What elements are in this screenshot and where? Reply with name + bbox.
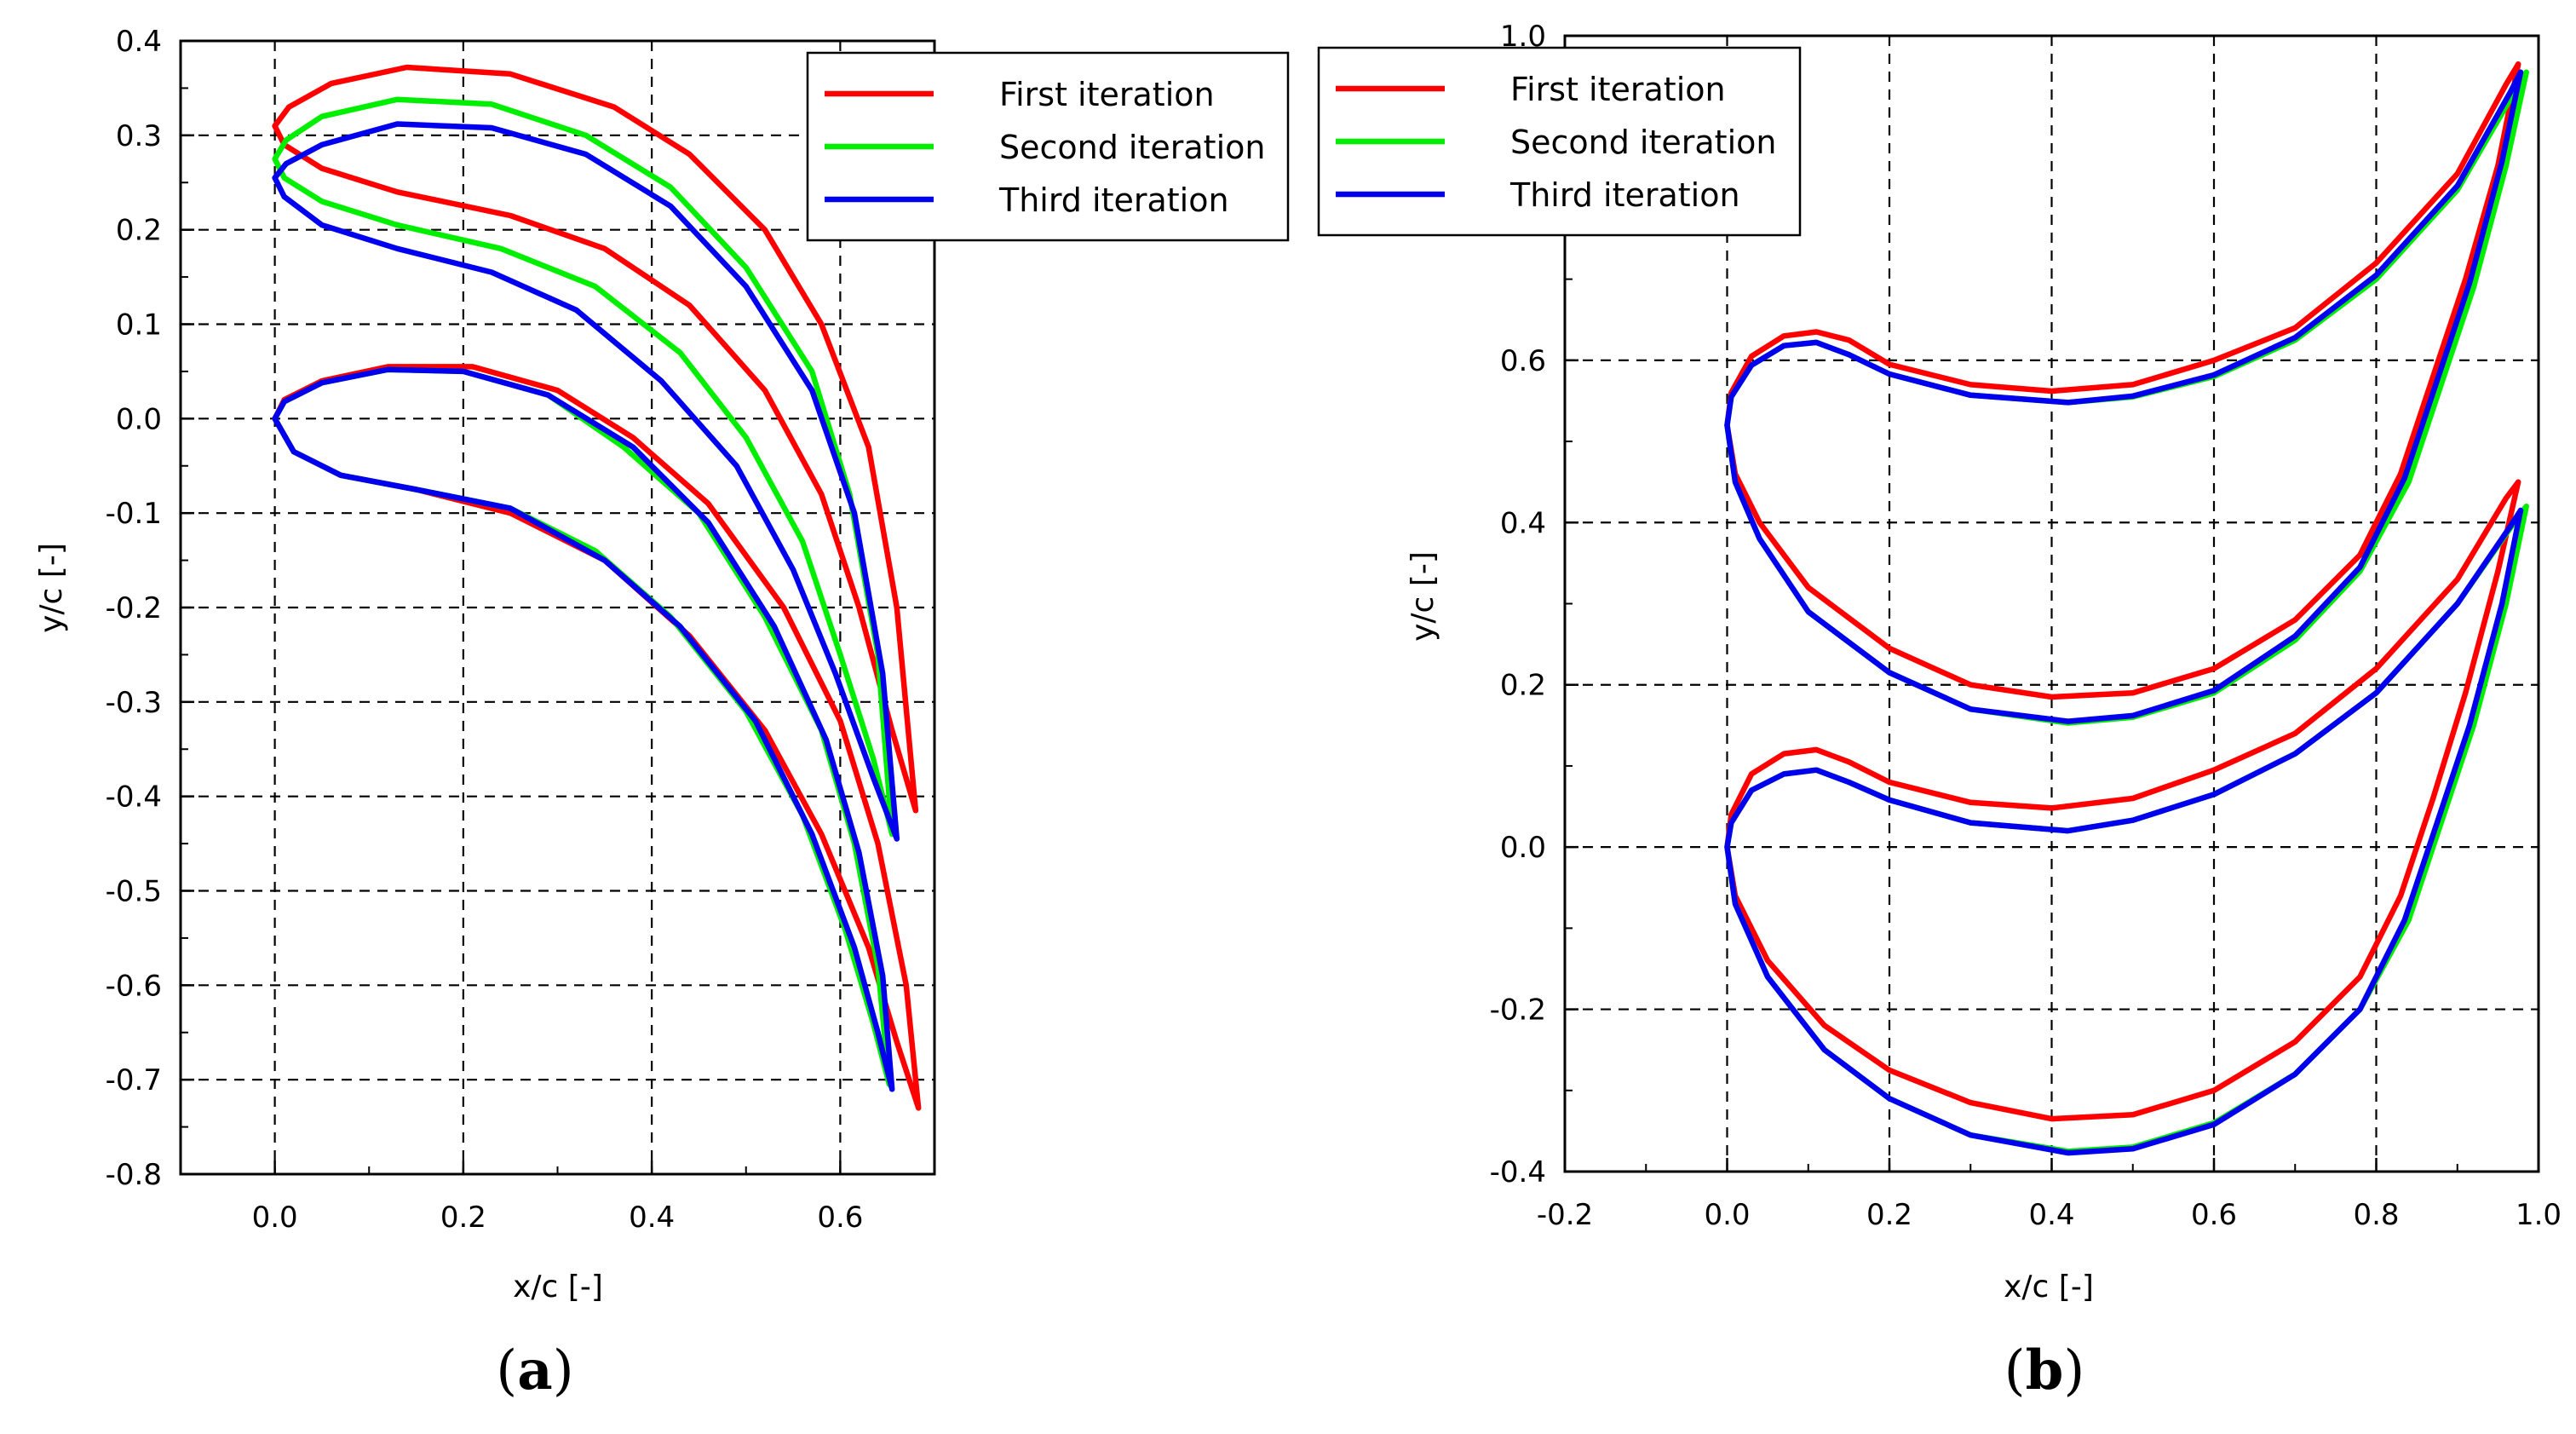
x-tick-label: -0.2	[1537, 1198, 1593, 1232]
y-tick-label: -0.6	[106, 969, 162, 1003]
x-tick-label: 0.2	[1866, 1198, 1912, 1232]
series-3-profile-1	[272, 121, 900, 842]
y-tick-label: -0.2	[1490, 993, 1546, 1028]
y-tick-label: -0.2	[106, 591, 162, 625]
y-tick-label: 0.2	[116, 214, 162, 248]
y-tick-label: 0.6	[1500, 344, 1546, 378]
caption-a: (a)	[496, 1339, 573, 1402]
x-tick-label: 0.4	[2028, 1198, 2074, 1232]
series-3-profile-1	[1724, 69, 2524, 724]
y-tick-label: 0.4	[116, 25, 162, 59]
legend-label: Second iteration	[1510, 124, 1776, 161]
x-tick-label: 0.0	[252, 1201, 298, 1235]
x-axis-title-b: x/c [-]	[2004, 1270, 2094, 1304]
legend-label: Third iteration	[998, 181, 1229, 219]
legend-label: First iteration	[999, 76, 1215, 113]
curves-a	[272, 64, 922, 1111]
y-tick-label: -0.8	[106, 1158, 162, 1192]
y-tick-label: -0.4	[1490, 1155, 1546, 1189]
legend-b: First iteration Second iteration Third ite…	[1317, 46, 1802, 237]
y-tick-label: 0.0	[1500, 831, 1546, 865]
chart-panel-a: 0.0 0.2 0.4 0.6 0.4 0.3 0.2 0.1 0.0 -0.1 -0.2 -0.3 -…	[34, 25, 1290, 1402]
y-tick-label: -0.5	[106, 875, 162, 909]
x-tick-label: 0.6	[817, 1201, 863, 1235]
chart-panel-b: -0.2 0.0 0.2 0.4 0.6 0.8 1.01.00.60.40.20.0-0.…	[1317, 20, 2562, 1402]
y-tick-label: 0.4	[1500, 506, 1546, 540]
legend-label: First iteration	[1510, 71, 1726, 108]
y-tick-label: -0.1	[106, 497, 162, 531]
series-3-profile-2	[272, 366, 895, 1092]
y-tick-label: -0.4	[106, 780, 162, 815]
ticks-a	[180, 39, 935, 1176]
curves-b	[1724, 61, 2529, 1156]
tick-labels-b: -0.2 0.0 0.2 0.4 0.6 0.8 1.01.00.60.40.20.0-0.…	[1490, 20, 2562, 1232]
x-tick-label: 0.6	[2191, 1198, 2237, 1232]
legend-label: Third iteration	[1509, 176, 1740, 214]
caption-b-letter: b	[2026, 1339, 2064, 1402]
y-axis-title-b: y/c [-]	[1406, 551, 1440, 642]
y-tick-label: -0.3	[106, 686, 162, 720]
x-tick-label: 1.0	[2516, 1198, 2562, 1232]
y-tick-label: 0.2	[1500, 669, 1546, 703]
x-tick-label: 0.8	[2353, 1198, 2399, 1232]
tick-labels-a: 0.0 0.2 0.4 0.6 0.4 0.3 0.2 0.1 0.0 -0.1 -0.2 -0.3 -…	[106, 25, 864, 1235]
legend-label: Second iteration	[999, 129, 1265, 166]
y-tick-label: 0.0	[116, 402, 162, 436]
x-tick-label: 0.0	[1704, 1198, 1750, 1232]
x-axis-title-a: x/c [-]	[513, 1270, 603, 1304]
y-axis-title-a: y/c [-]	[34, 543, 69, 633]
y-tick-label: -0.7	[106, 1063, 162, 1097]
y-tick-label: 0.1	[116, 308, 162, 343]
series-3-profile-2	[1724, 507, 2524, 1156]
series-2-profile-1	[272, 96, 895, 838]
y-tick-label: 0.3	[116, 119, 162, 153]
legend-a: First iteration Second iteration Third ite…	[806, 51, 1290, 242]
caption-a-letter: a	[517, 1339, 552, 1402]
caption-b: (b)	[2004, 1339, 2085, 1402]
x-tick-label: 0.2	[440, 1201, 486, 1235]
x-tick-label: 0.4	[629, 1201, 675, 1235]
series-1-profile-1	[272, 64, 919, 814]
